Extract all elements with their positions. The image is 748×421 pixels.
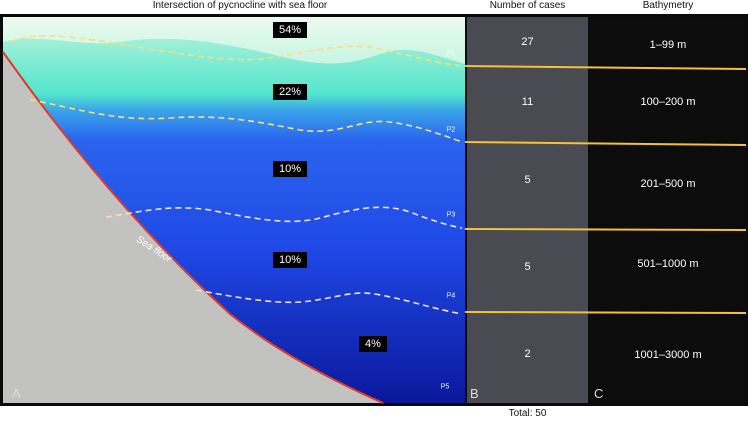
divider-1 — [464, 65, 747, 70]
percent-label-4: 10% — [272, 252, 308, 268]
cases-count-2: 11 — [521, 96, 534, 108]
pycnocline-label-4: P4 — [446, 292, 456, 300]
total-cases: Total: 50 — [508, 408, 547, 419]
surface-layer — [3, 17, 465, 64]
pycnocline-label-5: P5 — [440, 383, 450, 391]
percent-label-1: 54% — [272, 22, 308, 38]
divider-3 — [464, 228, 747, 231]
bathymetry-range-4: 501–1000 m — [637, 258, 699, 270]
intersection-header: Intersection of pycnocline with sea floo… — [152, 0, 328, 11]
cases-count-5: 2 — [524, 348, 531, 360]
diagram-svg — [2, 17, 747, 404]
pycnocline-p3 — [105, 206, 463, 229]
bathymetry-range-2: 100–200 m — [640, 96, 696, 108]
divider-4 — [464, 311, 747, 314]
percent-label-3: 10% — [272, 161, 308, 177]
bathymetry-range-3: 201–500 m — [640, 178, 696, 190]
bathymetry-header: Bathymetry — [642, 0, 694, 11]
pycnocline-p2 — [29, 99, 463, 143]
pycnocline-label-2: P2 — [446, 126, 456, 134]
percent-label-2: 22% — [272, 84, 308, 100]
bathymetry-range-5: 1001–3000 m — [634, 349, 702, 361]
cases-count-3: 5 — [524, 174, 531, 186]
panel-label-c: C — [594, 386, 604, 401]
panel-label-a: A — [12, 386, 21, 401]
cases-count-4: 5 — [524, 261, 531, 273]
cases-header: Number of cases — [489, 0, 566, 11]
divider-2 — [464, 141, 747, 146]
pycnocline-label-3: P3 — [446, 211, 456, 219]
bathymetry-column — [590, 17, 746, 403]
cases-count-1: 27 — [521, 36, 534, 48]
panel-label-b: B — [470, 386, 479, 401]
diagram-panel: 54% 22% 10% 10% 4% P1 P2 P3 P4 P5 Sea fl… — [0, 14, 748, 406]
pycnocline-p4 — [195, 289, 463, 315]
pycnocline-label-1: P1 — [446, 50, 456, 58]
sea-floor — [3, 52, 383, 403]
sea-floor-line — [2, 51, 384, 404]
cases-column — [467, 17, 588, 403]
percent-label-5: 4% — [359, 336, 387, 352]
bathymetry-range-1: 1–99 m — [649, 39, 687, 51]
